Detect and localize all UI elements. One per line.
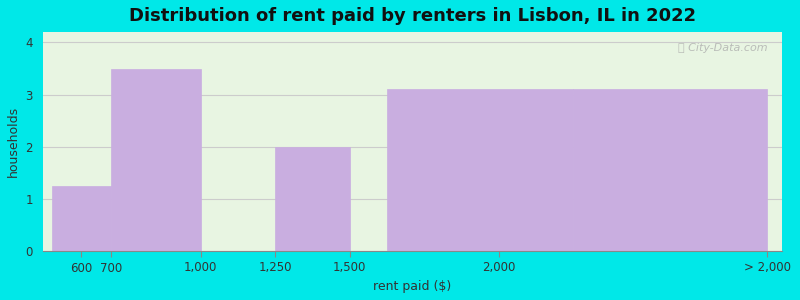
- Bar: [111, 69, 201, 251]
- Text: Ⓢ City-Data.com: Ⓢ City-Data.com: [678, 43, 767, 53]
- X-axis label: rent paid ($): rent paid ($): [374, 280, 451, 293]
- Y-axis label: households: households: [7, 106, 20, 177]
- Bar: [275, 147, 350, 251]
- Bar: [52, 186, 111, 251]
- Title: Distribution of rent paid by renters in Lisbon, IL in 2022: Distribution of rent paid by renters in …: [129, 7, 696, 25]
- Bar: [387, 89, 574, 251]
- Bar: [574, 89, 767, 251]
